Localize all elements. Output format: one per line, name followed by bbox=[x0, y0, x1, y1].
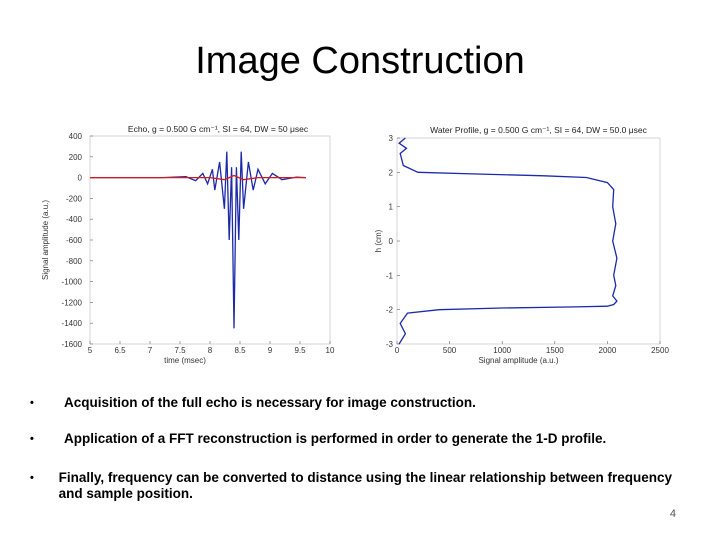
x-tick-label: 1500 bbox=[546, 346, 564, 355]
y-tick-label: -400 bbox=[66, 215, 83, 224]
bullet-dot: • bbox=[30, 397, 34, 409]
series-line bbox=[90, 174, 306, 181]
series-line bbox=[398, 137, 618, 345]
x-tick-label: 7.5 bbox=[174, 346, 186, 355]
x-tick-label: 0 bbox=[395, 346, 400, 355]
page-number: 4 bbox=[669, 508, 676, 520]
plot-frame bbox=[89, 135, 331, 345]
y-tick-label: 200 bbox=[69, 153, 83, 162]
x-axis-label: Signal amplitude (a.u.) bbox=[478, 356, 558, 365]
x-tick-label: 5 bbox=[88, 346, 93, 355]
x-tick-label: 9.5 bbox=[294, 346, 306, 355]
x-axis-label: time (msec) bbox=[164, 356, 206, 365]
x-tick-label: 2000 bbox=[599, 346, 617, 355]
chart-title: Water Profile, g = 0.500 G cm⁻¹, SI = 64… bbox=[430, 125, 647, 135]
y-tick-label: -1400 bbox=[62, 319, 83, 328]
bullet-item: • Application of a FFT reconstruction is… bbox=[30, 431, 606, 447]
plot-frame bbox=[396, 137, 661, 345]
chart-title: Echo, g = 0.500 G cm⁻¹, SI = 64, DW = 50… bbox=[128, 124, 309, 134]
x-tick-label: 10 bbox=[326, 346, 335, 355]
bullet-text: Finally, frequency can be converted to d… bbox=[58, 470, 672, 501]
y-tick-label: -2 bbox=[386, 306, 394, 315]
x-tick-label: 9 bbox=[268, 346, 273, 355]
bullet-text: Acquisition of the full echo is necessar… bbox=[64, 395, 476, 410]
x-tick-label: 1000 bbox=[493, 346, 511, 355]
y-tick-label: 400 bbox=[69, 132, 83, 141]
y-tick-label: -800 bbox=[66, 257, 83, 266]
x-tick-label: 8.5 bbox=[234, 346, 246, 355]
bullet-item: • Finally, frequency can be converted to… bbox=[30, 470, 690, 502]
y-tick-label: 0 bbox=[389, 237, 394, 246]
y-tick-label: -1600 bbox=[62, 340, 83, 349]
x-tick-label: 8 bbox=[208, 346, 213, 355]
bullet-text: Application of a FFT reconstruction is p… bbox=[64, 431, 607, 446]
y-tick-label: 0 bbox=[78, 174, 83, 183]
x-tick-label: 7 bbox=[148, 346, 153, 355]
y-axis-label: Signal amplitude (a.u.) bbox=[41, 200, 50, 280]
x-tick-label: 2500 bbox=[651, 346, 669, 355]
bullet-item: • Acquisition of the full echo is necess… bbox=[30, 395, 476, 411]
y-tick-label: -1000 bbox=[62, 278, 83, 287]
y-tick-label: 1 bbox=[389, 203, 394, 212]
y-tick-label: 2 bbox=[389, 168, 394, 177]
y-axis-label: h (cm) bbox=[374, 229, 383, 252]
y-tick-label: 3 bbox=[389, 134, 394, 143]
slide-title: Image Construction bbox=[195, 40, 525, 82]
y-tick-label: -1 bbox=[386, 271, 394, 280]
bullet-dot: • bbox=[30, 472, 34, 484]
y-tick-label: -600 bbox=[66, 236, 83, 245]
series-line bbox=[90, 151, 307, 329]
y-tick-label: -1200 bbox=[62, 298, 83, 307]
y-tick-label: -3 bbox=[386, 340, 394, 349]
echo-chart: Echo, g = 0.500 G cm⁻¹, SI = 64, DW = 50… bbox=[41, 124, 335, 365]
x-tick-label: 6.5 bbox=[114, 346, 126, 355]
bullet-dot: • bbox=[30, 433, 34, 445]
water-profile-chart: Water Profile, g = 0.500 G cm⁻¹, SI = 64… bbox=[374, 125, 669, 365]
x-tick-label: 500 bbox=[443, 346, 457, 355]
y-tick-label: -200 bbox=[66, 194, 83, 203]
